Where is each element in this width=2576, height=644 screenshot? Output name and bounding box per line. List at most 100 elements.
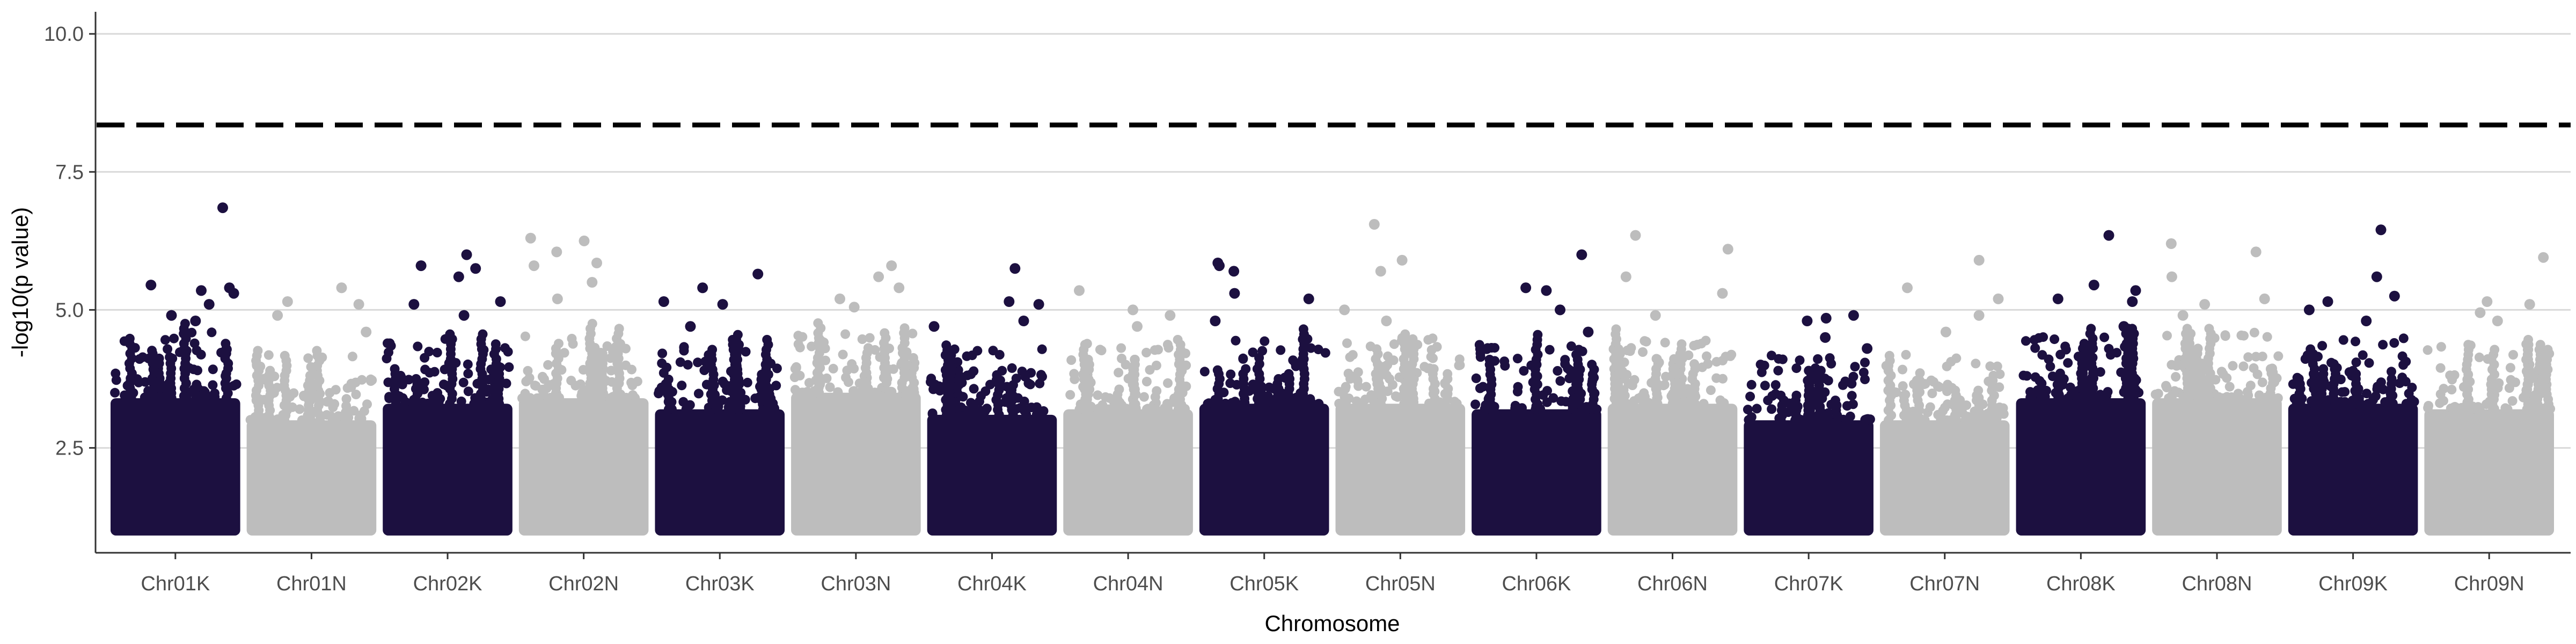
x-tick-label-chr04n: Chr04N bbox=[1093, 573, 1163, 595]
snp-point bbox=[1925, 402, 1935, 412]
snp-point bbox=[208, 364, 218, 375]
snp-point bbox=[849, 386, 859, 396]
snp-point bbox=[1566, 341, 1576, 352]
snp-point bbox=[1689, 359, 1700, 369]
peak-point bbox=[894, 282, 905, 294]
peak-point bbox=[361, 326, 372, 338]
snp-point bbox=[208, 380, 218, 390]
snp-point bbox=[327, 415, 338, 425]
snp-point bbox=[1389, 339, 1399, 349]
snp-point bbox=[677, 380, 687, 391]
snp-point bbox=[1426, 345, 1437, 355]
snp-point bbox=[2340, 397, 2350, 407]
snp-point bbox=[693, 357, 703, 368]
snp-point bbox=[463, 359, 473, 369]
snp-point bbox=[2523, 335, 2533, 345]
snp-point bbox=[1863, 414, 1873, 424]
snp-point bbox=[1334, 386, 1344, 397]
snp-point bbox=[821, 355, 831, 365]
snp-point bbox=[707, 345, 718, 355]
snp-point bbox=[1007, 363, 1017, 373]
snp-point bbox=[865, 333, 875, 343]
snp-point bbox=[2423, 403, 2433, 413]
snp-point bbox=[733, 330, 743, 340]
snp-point bbox=[2543, 345, 2553, 355]
dense-points-band bbox=[1607, 404, 1738, 536]
snp-point bbox=[2351, 336, 2360, 347]
snp-point bbox=[1629, 396, 1639, 406]
peak-point bbox=[587, 277, 598, 288]
snp-point bbox=[628, 390, 638, 400]
snp-point bbox=[2251, 352, 2261, 362]
peak-point bbox=[886, 260, 897, 272]
snp-point bbox=[742, 377, 752, 387]
snp-point bbox=[192, 382, 202, 392]
snp-point bbox=[579, 365, 588, 375]
snp-point bbox=[501, 378, 511, 389]
snp-point bbox=[2351, 357, 2361, 368]
peak-point bbox=[1576, 249, 1587, 260]
snp-point bbox=[2182, 324, 2192, 334]
snp-point bbox=[2167, 360, 2177, 370]
snp-point bbox=[520, 389, 530, 399]
snp-point bbox=[1361, 382, 1371, 392]
snp-point bbox=[968, 401, 978, 412]
snp-point bbox=[791, 362, 801, 372]
snp-point bbox=[1512, 354, 1523, 364]
snp-point bbox=[2447, 375, 2457, 385]
peak-point bbox=[228, 288, 239, 299]
snp-point bbox=[679, 346, 689, 356]
x-tick-label-chr08k: Chr08K bbox=[2046, 573, 2116, 595]
snp-point bbox=[341, 407, 350, 418]
snp-point bbox=[1706, 385, 1716, 396]
snp-point bbox=[1770, 380, 1781, 390]
snp-point bbox=[2474, 352, 2484, 362]
snp-point bbox=[2504, 383, 2514, 393]
peak-point bbox=[1848, 310, 1859, 321]
snp-point bbox=[2329, 359, 2339, 369]
snp-point bbox=[992, 370, 1002, 380]
snp-point bbox=[2351, 369, 2361, 379]
snp-point bbox=[554, 339, 564, 349]
snp-point bbox=[2423, 345, 2433, 355]
snp-point bbox=[2224, 382, 2235, 392]
snp-point bbox=[793, 331, 803, 341]
chromosome-points-chr01k bbox=[110, 202, 241, 536]
snp-point bbox=[390, 364, 400, 374]
snp-point bbox=[1791, 363, 1802, 374]
snp-point bbox=[1141, 348, 1152, 357]
snp-point bbox=[1744, 415, 1754, 425]
x-tick-label-chr06k: Chr06K bbox=[1502, 573, 1571, 595]
peak-point bbox=[552, 293, 563, 304]
peak-point bbox=[166, 310, 177, 321]
snp-point bbox=[383, 377, 393, 387]
y-tick-label: 7.5 bbox=[55, 161, 84, 184]
snp-point bbox=[2471, 404, 2481, 414]
snp-point bbox=[1804, 365, 1814, 376]
snp-point bbox=[838, 349, 848, 360]
peak-point bbox=[1802, 316, 1813, 326]
snp-point bbox=[2398, 333, 2409, 343]
chromosome-points-chr07n bbox=[1879, 254, 2010, 536]
peak-point bbox=[2118, 321, 2129, 332]
snp-point bbox=[1360, 394, 1370, 405]
snp-point bbox=[1069, 369, 1079, 379]
snp-point bbox=[2103, 387, 2113, 397]
snp-point bbox=[2262, 332, 2272, 342]
snp-point bbox=[880, 328, 890, 338]
snp-point bbox=[2273, 351, 2284, 361]
snp-point bbox=[2308, 349, 2318, 359]
chromosome-points-chr05n bbox=[1334, 219, 1466, 536]
snp-point bbox=[1141, 377, 1152, 386]
snp-point bbox=[1555, 376, 1565, 386]
snp-point bbox=[1383, 351, 1393, 361]
snp-point bbox=[1276, 345, 1286, 355]
peak-point bbox=[1993, 293, 2004, 304]
snp-point bbox=[543, 360, 553, 370]
snp-point bbox=[188, 364, 199, 375]
snp-point bbox=[2018, 370, 2029, 380]
snp-point bbox=[1345, 352, 1355, 362]
snp-point bbox=[1343, 369, 1353, 378]
peak-point bbox=[1902, 282, 1913, 294]
snp-point bbox=[1842, 401, 1852, 411]
